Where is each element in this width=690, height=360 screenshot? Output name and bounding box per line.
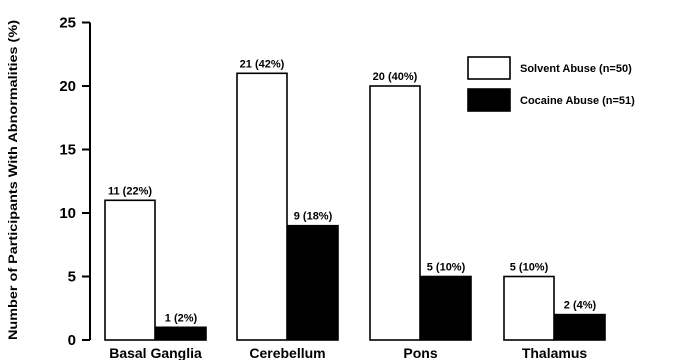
data-label: 2 (4%) [564, 300, 597, 312]
y-tick-label: 15 [59, 142, 76, 159]
x-category-label: Basal Ganglia [109, 345, 202, 360]
bar-solvent-pons [369, 85, 421, 341]
data-label: 5 (10%) [510, 262, 549, 274]
bar-cocaine-pons [420, 275, 472, 341]
y-tick-label: 10 [59, 205, 76, 222]
y-axis: 0 5 10 15 20 25 [59, 15, 91, 349]
category-labels: Basal Ganglia Cerebellum Pons Thalamus [109, 345, 587, 360]
data-labels: 11 (22%) 1 (2%) 21 (42%) 9 (18%) 20 (40%) 5 (… [108, 58, 597, 324]
x-category-label: Cerebellum [249, 345, 325, 360]
bars [104, 72, 606, 341]
y-tick-label: 25 [59, 15, 76, 32]
x-category-label: Pons [403, 345, 437, 360]
legend: Solvent Abuse (n=50) Cocaine Abuse (n=51) [467, 56, 635, 112]
bar-solvent-thalamus [503, 275, 555, 341]
data-label: 11 (22%) [108, 185, 152, 197]
y-axis-label: Number of Participants With Abnormalitie… [6, 20, 20, 340]
bar-solvent-cerebellum [236, 72, 288, 341]
data-label: 1 (2%) [165, 312, 198, 324]
data-label: 5 (10%) [427, 262, 466, 274]
legend-swatch [467, 56, 511, 80]
data-label: 21 (42%) [240, 58, 285, 70]
bar-cocaine-thalamus [554, 313, 606, 341]
y-tick-label: 20 [59, 78, 76, 95]
data-label: 9 (18%) [294, 211, 333, 223]
y-tick-label: 0 [68, 332, 76, 349]
bar-cocaine-basal-ganglia [155, 326, 207, 341]
x-category-label: Thalamus [522, 345, 588, 360]
legend-swatch [467, 88, 511, 112]
bar-cocaine-cerebellum [287, 224, 339, 341]
data-label: 20 (40%) [373, 71, 418, 83]
bar-solvent-basal-ganglia [104, 199, 156, 341]
legend-label: Cocaine Abuse (n=51) [520, 95, 635, 107]
y-tick-label: 5 [68, 269, 76, 286]
legend-label: Solvent Abuse (n=50) [520, 63, 632, 75]
